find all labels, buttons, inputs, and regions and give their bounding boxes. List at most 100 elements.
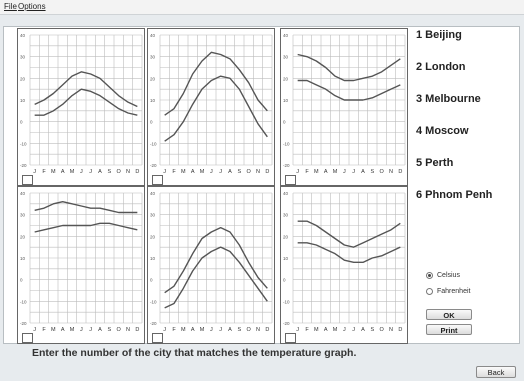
x-tick-label: N bbox=[389, 327, 393, 333]
y-tick-label: -20 bbox=[283, 321, 290, 326]
instruction-text: Enter the number of the city that matche… bbox=[32, 347, 357, 359]
x-tick-label: N bbox=[389, 169, 393, 175]
y-tick-label: 20 bbox=[150, 76, 156, 81]
min-temperature-line bbox=[34, 222, 138, 233]
min-temperature-line bbox=[297, 242, 401, 264]
menu-file[interactable]: File bbox=[4, 2, 17, 11]
x-tick-label: A bbox=[98, 327, 102, 333]
celsius-radio[interactable] bbox=[426, 272, 433, 279]
answer-input[interactable] bbox=[152, 333, 163, 343]
x-tick-label: D bbox=[265, 327, 269, 333]
celsius-label: Celsius bbox=[437, 272, 460, 279]
max-temperature-line bbox=[164, 51, 268, 116]
y-tick-label: 20 bbox=[20, 76, 26, 81]
x-tick-label: O bbox=[380, 169, 385, 175]
max-temperature-line bbox=[34, 71, 138, 108]
y-tick-label: 10 bbox=[20, 98, 26, 103]
y-tick-label: 30 bbox=[150, 213, 156, 218]
y-tick-label: 10 bbox=[20, 256, 26, 261]
x-tick-label: M bbox=[70, 169, 75, 175]
y-tick-label: 40 bbox=[283, 33, 289, 38]
menu-bar: File Options bbox=[0, 0, 524, 15]
y-tick-label: 0 bbox=[283, 120, 286, 125]
x-tick-label: A bbox=[98, 169, 102, 175]
max-temperature-line bbox=[164, 226, 268, 294]
x-tick-label: D bbox=[135, 327, 139, 333]
city-item-6: 6 Phnom Penh bbox=[416, 189, 493, 201]
answer-input[interactable] bbox=[22, 175, 33, 185]
x-tick-label: J bbox=[89, 169, 92, 175]
x-tick-label: D bbox=[398, 327, 402, 333]
ok-button[interactable]: OK bbox=[426, 309, 472, 320]
x-tick-label: J bbox=[352, 169, 355, 175]
x-tick-label: M bbox=[70, 327, 75, 333]
celsius-option[interactable]: Celsius bbox=[426, 272, 460, 279]
y-tick-label: 0 bbox=[20, 278, 23, 283]
temperature-chart-2: 40 30 20 10 0 -10 -20 J F M A M J J A S O N D bbox=[147, 28, 275, 186]
max-temperature-line bbox=[297, 53, 401, 82]
fahrenheit-option[interactable]: Fahrenheit bbox=[426, 288, 470, 295]
x-tick-label: O bbox=[247, 169, 252, 175]
x-tick-label: A bbox=[61, 327, 65, 333]
x-tick-label: N bbox=[256, 327, 260, 333]
city-item-5: 5 Perth bbox=[416, 157, 454, 169]
city-item-3: 3 Melbourne bbox=[416, 93, 481, 105]
temperature-chart-1: 40 30 20 10 0 -10 -20 J F M A M J J A S O N D bbox=[17, 28, 145, 186]
x-tick-label: J bbox=[210, 169, 213, 175]
x-tick-label: M bbox=[51, 169, 56, 175]
y-tick-label: -20 bbox=[20, 321, 27, 326]
y-tick-label: 40 bbox=[20, 33, 26, 38]
answer-input[interactable] bbox=[285, 333, 296, 343]
x-tick-label: F bbox=[172, 169, 176, 175]
y-tick-label: -20 bbox=[150, 321, 157, 326]
x-tick-label: J bbox=[343, 169, 346, 175]
x-tick-label: J bbox=[219, 169, 222, 175]
x-tick-label: O bbox=[117, 327, 122, 333]
max-temperature-line bbox=[297, 220, 401, 248]
y-tick-label: -10 bbox=[283, 299, 290, 304]
menu-options[interactable]: Options bbox=[18, 2, 46, 11]
x-tick-label: F bbox=[42, 169, 46, 175]
min-temperature-line bbox=[164, 246, 268, 309]
answer-input[interactable] bbox=[285, 175, 296, 185]
x-tick-label: A bbox=[228, 169, 232, 175]
y-tick-label: 40 bbox=[150, 191, 156, 196]
y-tick-label: 10 bbox=[283, 98, 289, 103]
x-tick-label: M bbox=[181, 169, 186, 175]
y-tick-label: 10 bbox=[150, 256, 156, 261]
print-button[interactable]: Print bbox=[426, 324, 472, 335]
y-tick-label: 20 bbox=[20, 234, 26, 239]
city-item-4: 4 Moscow bbox=[416, 125, 469, 137]
x-tick-label: S bbox=[237, 169, 241, 175]
back-button[interactable]: Back bbox=[476, 366, 516, 378]
min-temperature-line bbox=[34, 88, 138, 116]
x-tick-label: A bbox=[361, 327, 365, 333]
fahrenheit-radio[interactable] bbox=[426, 288, 433, 295]
y-tick-label: 10 bbox=[283, 256, 289, 261]
y-tick-label: 0 bbox=[20, 120, 23, 125]
x-tick-label: O bbox=[247, 327, 252, 333]
temperature-chart-4: 40 30 20 10 0 -10 -20 J F M A M J J A S O N D bbox=[17, 186, 145, 344]
y-tick-label: 40 bbox=[20, 191, 26, 196]
x-tick-label: M bbox=[333, 169, 338, 175]
x-tick-label: F bbox=[42, 327, 46, 333]
y-tick-label: 30 bbox=[283, 55, 289, 60]
city-item-1: 1 Beijing bbox=[416, 29, 462, 41]
x-tick-label: S bbox=[370, 169, 374, 175]
x-tick-label: O bbox=[380, 327, 385, 333]
answer-input[interactable] bbox=[22, 333, 33, 343]
answer-input[interactable] bbox=[152, 175, 163, 185]
y-tick-label: -20 bbox=[283, 163, 290, 168]
x-tick-label: M bbox=[314, 327, 319, 333]
x-tick-label: A bbox=[324, 327, 328, 333]
x-tick-label: J bbox=[296, 327, 299, 333]
x-tick-label: J bbox=[219, 327, 222, 333]
y-tick-label: -10 bbox=[20, 299, 27, 304]
y-tick-label: 30 bbox=[150, 55, 156, 60]
y-tick-label: 30 bbox=[20, 213, 26, 218]
y-tick-label: 0 bbox=[150, 278, 153, 283]
x-tick-label: S bbox=[107, 169, 111, 175]
